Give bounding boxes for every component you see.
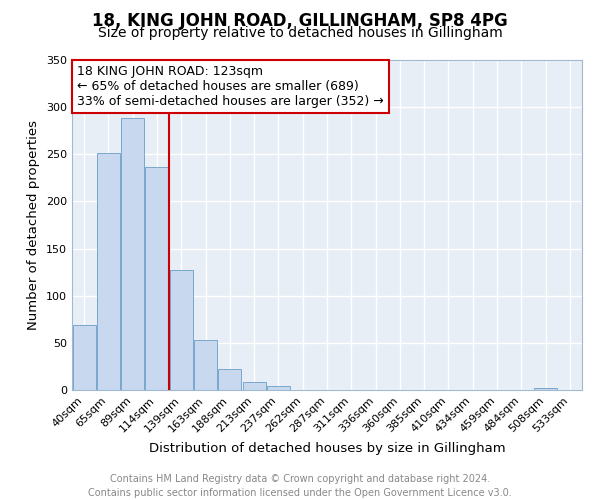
Bar bbox=[534, 388, 557, 390]
Text: 18 KING JOHN ROAD: 123sqm
← 65% of detached houses are smaller (689)
33% of semi: 18 KING JOHN ROAD: 123sqm ← 65% of detac… bbox=[77, 65, 384, 108]
Text: Contains HM Land Registry data © Crown copyright and database right 2024.
Contai: Contains HM Land Registry data © Crown c… bbox=[88, 474, 512, 498]
Bar bbox=[218, 370, 241, 390]
Bar bbox=[145, 168, 169, 390]
Bar bbox=[170, 270, 193, 390]
Bar bbox=[97, 154, 120, 390]
Bar bbox=[73, 325, 95, 390]
Text: Size of property relative to detached houses in Gillingham: Size of property relative to detached ho… bbox=[98, 26, 502, 40]
Bar bbox=[194, 340, 217, 390]
Bar bbox=[121, 118, 144, 390]
Y-axis label: Number of detached properties: Number of detached properties bbox=[28, 120, 40, 330]
Bar bbox=[267, 386, 290, 390]
Text: 18, KING JOHN ROAD, GILLINGHAM, SP8 4PG: 18, KING JOHN ROAD, GILLINGHAM, SP8 4PG bbox=[92, 12, 508, 30]
Bar bbox=[242, 382, 266, 390]
X-axis label: Distribution of detached houses by size in Gillingham: Distribution of detached houses by size … bbox=[149, 442, 505, 455]
